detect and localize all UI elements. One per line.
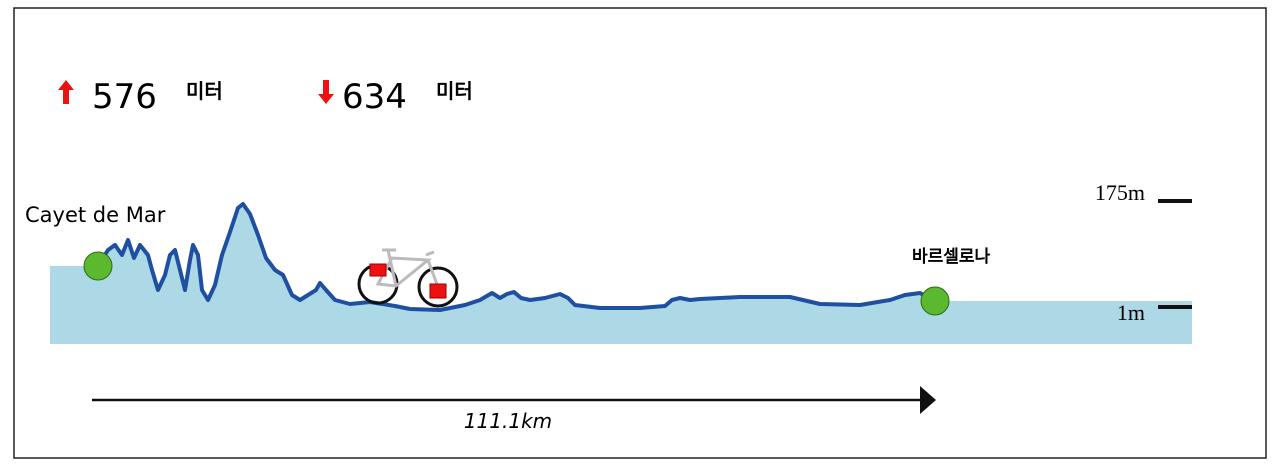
ascent-unit: 미터	[186, 79, 223, 103]
frame	[13, 7, 1267, 459]
distance-label: 111.1km	[464, 409, 552, 433]
end-label: 바르셀로나	[912, 247, 991, 267]
start-point	[83, 251, 113, 281]
ascent-value: 576	[92, 77, 157, 117]
down-arrow	[318, 80, 334, 104]
descent-value: 634	[342, 77, 407, 117]
scale-bottom: 1m	[1117, 300, 1145, 325]
descent-unit: 미터	[436, 79, 473, 103]
arrow-head	[920, 386, 936, 414]
up-arrow	[58, 80, 74, 104]
start-label: Cayet de Mar	[25, 203, 166, 227]
bicycle	[357, 248, 459, 308]
end-point	[920, 286, 950, 316]
scale-top: 175m	[1095, 180, 1145, 205]
elevation-line	[96, 202, 936, 312]
elevation-area	[50, 204, 1192, 344]
